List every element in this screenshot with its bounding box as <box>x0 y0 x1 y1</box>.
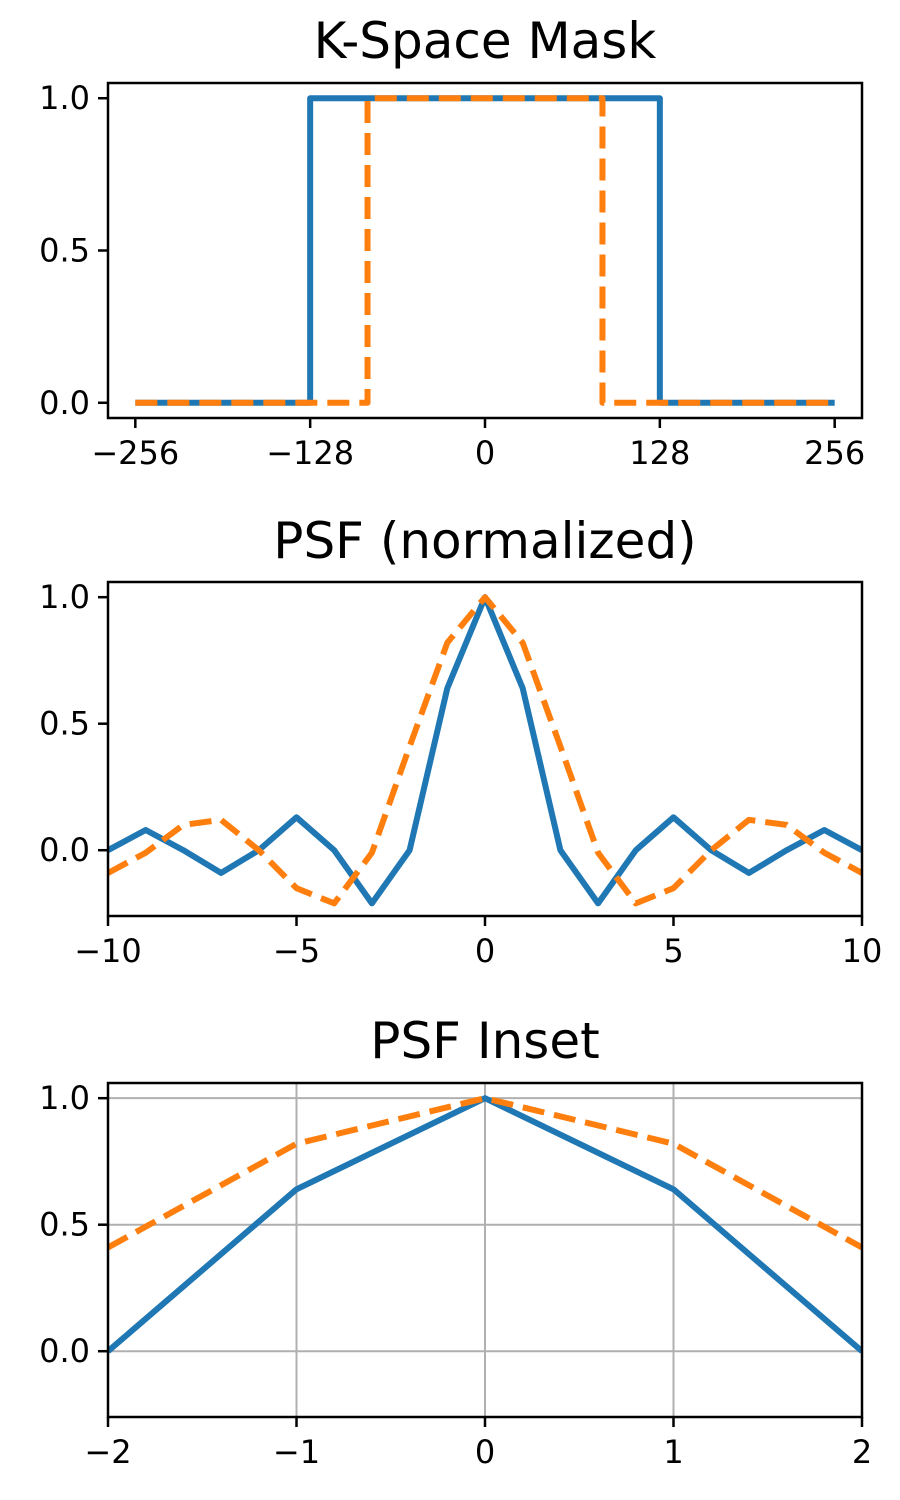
kspace-mask-x-tick-label: −128 <box>266 434 354 472</box>
subplot-psf-normalized: PSF (normalized) −10 −5 0 5 10 0.0 0.5 1.0 <box>39 512 882 970</box>
kspace-mask-series-dashed-line <box>135 95 835 406</box>
psf-normalized-x-tick-label: 0 <box>475 932 495 970</box>
psf-normalized-x-tick-label: 5 <box>663 932 683 970</box>
psf-inset-y-tick-label: 1.0 <box>39 1079 90 1117</box>
psf-normalized-x-tick-label: 10 <box>842 932 883 970</box>
psf-inset-y-tick-label: 0.0 <box>39 1332 90 1370</box>
kspace-mask-x-tick-label: 128 <box>629 434 690 472</box>
psf-inset-series-solid-line <box>108 1095 862 1354</box>
psf-inset-x-tick-label: −1 <box>273 1433 320 1471</box>
psf-normalized-series-dashed-line <box>108 594 862 907</box>
subplot-psf-inset: PSF Inset −2 −1 0 1 2 0.0 0.5 1.0 <box>39 1012 872 1471</box>
kspace-mask-plot-area: −256 −128 0 128 256 0.0 0.5 1.0 <box>39 79 865 472</box>
kspace-mask-y-tick-label: 0.5 <box>39 232 90 270</box>
psf-inset-x-tick-label: −2 <box>84 1433 131 1471</box>
kspace-mask-x-tick-label: −256 <box>91 434 179 472</box>
psf-normalized-x-tick-label: −5 <box>273 932 320 970</box>
psf-normalized-y-tick-label: 1.0 <box>39 578 90 616</box>
psf-normalized-plot-area: −10 −5 0 5 10 0.0 0.5 1.0 <box>39 578 882 970</box>
kspace-mask-x-tick-label: 0 <box>475 434 495 472</box>
psf-inset-series-dashed-line <box>108 1095 862 1251</box>
psf-inset-x-tick-label: 0 <box>475 1433 495 1471</box>
kspace-mask-x-tick-label: 256 <box>804 434 865 472</box>
kspace-mask-title: K-Space Mask <box>314 12 657 70</box>
psf-normalized-x-tick-label: −10 <box>74 932 142 970</box>
kspace-mask-y-tick-label: 1.0 <box>39 79 90 117</box>
psf-normalized-y-tick-label: 0.0 <box>39 831 90 869</box>
psf-normalized-y-tick-label: 0.5 <box>39 705 90 743</box>
subplot-kspace-mask: K-Space Mask −256 −128 0 128 256 0.0 0.5 1.0 <box>39 12 865 472</box>
psf-inset-title: PSF Inset <box>370 1012 599 1070</box>
psf-inset-y-tick-label: 0.5 <box>39 1206 90 1244</box>
psf-inset-x-tick-label: 2 <box>852 1433 872 1471</box>
psf-inset-x-tick-label: 1 <box>663 1433 683 1471</box>
psf-inset-plot-area: −2 −1 0 1 2 0.0 0.5 1.0 <box>39 1079 872 1471</box>
psf-normalized-title: PSF (normalized) <box>273 512 696 570</box>
kspace-mask-y-tick-label: 0.0 <box>39 384 90 422</box>
